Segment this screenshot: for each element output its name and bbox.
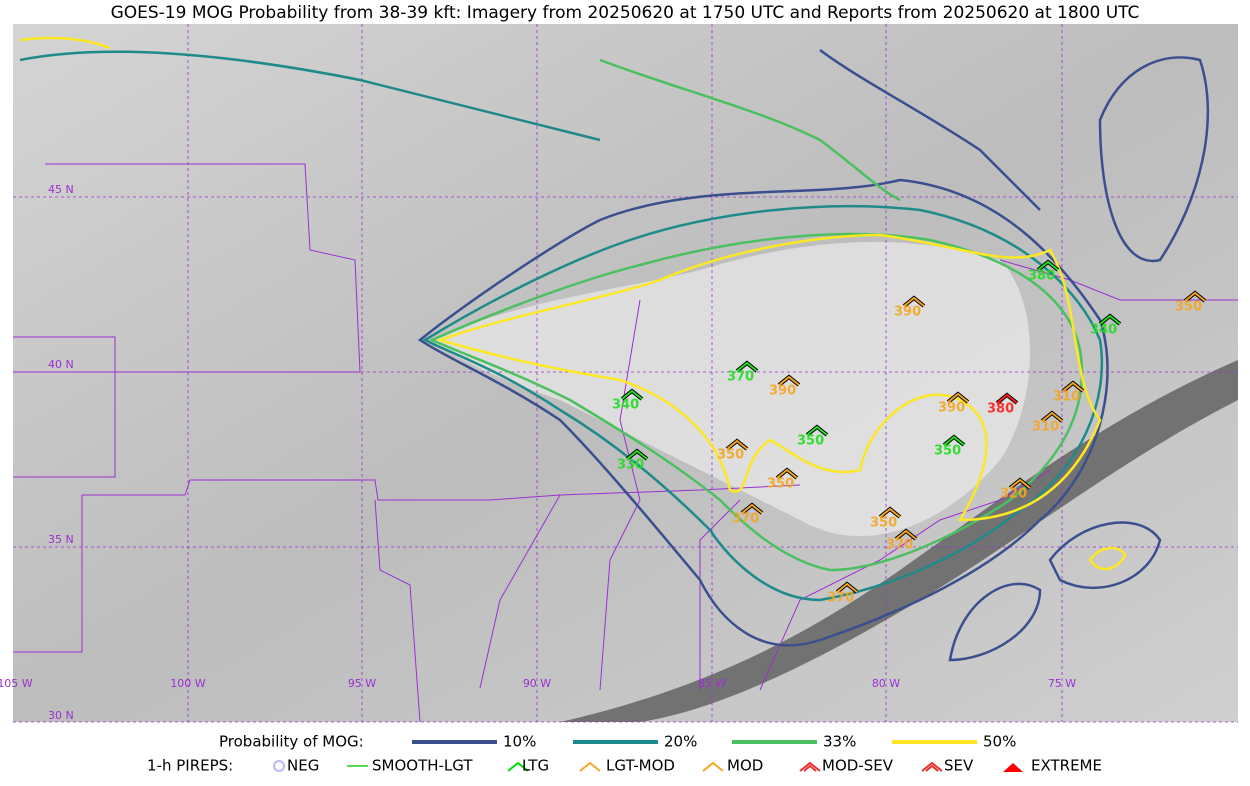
longitude-label: 75 W bbox=[1048, 677, 1076, 690]
contour-10 bbox=[417, 48, 1109, 647]
legend-label: MOD-SEV bbox=[822, 757, 894, 775]
legend-label: EXTREME bbox=[1031, 757, 1102, 775]
pirep-altitude: 350 bbox=[797, 434, 824, 449]
state-borders bbox=[13, 163, 1238, 723]
legend-label: LTG bbox=[522, 757, 549, 775]
contour-33 bbox=[428, 58, 1084, 572]
legend-label: MOD bbox=[727, 757, 763, 775]
legend-label: 33% bbox=[823, 733, 856, 751]
contour-50-east bbox=[1088, 546, 1127, 571]
pirep-icon bbox=[726, 439, 748, 450]
legend-icon bbox=[507, 761, 529, 772]
legend-label: LGT-MOD bbox=[606, 757, 675, 775]
pirep-icon bbox=[806, 425, 828, 436]
pirep-icon bbox=[736, 361, 758, 372]
pirep-icon bbox=[778, 375, 800, 386]
contour-10-east bbox=[948, 56, 1210, 662]
latitude-label: 45 N bbox=[48, 183, 74, 196]
pirep-altitude: 390 bbox=[769, 384, 796, 399]
map: 380 340 340 330 370 350 350 390 390 310 310 320 350 3… bbox=[13, 24, 1238, 723]
pirep-altitude: 390 bbox=[894, 305, 921, 320]
pirep-icon bbox=[776, 468, 798, 479]
legend-label: 10% bbox=[503, 733, 536, 751]
pirep-altitude: 370 bbox=[886, 538, 913, 553]
pirep-altitude: 390 bbox=[938, 401, 965, 416]
latitude-label: 40 N bbox=[48, 358, 74, 371]
pirep-altitude: 370 bbox=[827, 591, 854, 606]
pirep-icon bbox=[903, 296, 925, 307]
dark-band bbox=[560, 360, 1238, 722]
pirep-icon bbox=[895, 529, 917, 540]
legend-icon bbox=[1003, 763, 1023, 772]
pirep-icon bbox=[1062, 381, 1084, 392]
pirep-icon bbox=[741, 503, 763, 514]
latitude-label: 35 N bbox=[48, 533, 74, 546]
legend-title: 1-h PIREPS: bbox=[147, 757, 233, 775]
title: GOES-19 MOG Probability from 38-39 kft: … bbox=[111, 3, 1140, 23]
legend-icon bbox=[579, 761, 601, 772]
contour-50 bbox=[19, 36, 1102, 522]
pirep-icon bbox=[879, 507, 901, 518]
legend: Probability of MOG: 1-h PIREPS: 10% 20% 33… bbox=[147, 733, 1102, 775]
latitude-labels: 45 N 40 N 35 N 30 N bbox=[48, 183, 74, 722]
legend-label: SEV bbox=[944, 757, 974, 775]
contours bbox=[19, 36, 1210, 662]
pirep-altitude: 340 bbox=[1090, 323, 1117, 338]
latitude-label: 30 N bbox=[48, 709, 74, 722]
pirep-altitude: 380 bbox=[1028, 269, 1055, 284]
pirep-altitude: 350 bbox=[1175, 300, 1202, 315]
pirep-icon bbox=[996, 393, 1018, 404]
cloud-region bbox=[430, 241, 1030, 537]
pirep-altitude: 380 bbox=[987, 402, 1014, 417]
pirep-icon bbox=[943, 435, 965, 446]
legend-icon bbox=[702, 761, 724, 772]
pirep-altitude: 350 bbox=[717, 448, 744, 463]
legend-icon bbox=[921, 761, 943, 772]
legend-icon bbox=[799, 761, 821, 772]
pirep-altitude: 310 bbox=[1053, 390, 1080, 405]
pirep-icon bbox=[1037, 260, 1059, 271]
pirep-icon bbox=[1009, 478, 1031, 489]
legend-title: Probability of MOG: bbox=[219, 733, 364, 751]
pireps: 380 340 340 330 370 350 350 390 390 310 310 320 350 3… bbox=[612, 259, 1207, 606]
longitude-labels: 105 W 100 W 95 W 90 W 85 W 80 W 75 W bbox=[0, 677, 1076, 690]
pirep-icon bbox=[626, 449, 648, 460]
pirep-icon bbox=[1184, 291, 1206, 302]
pirep-icon bbox=[1099, 314, 1121, 325]
longitude-label: 85 W bbox=[698, 677, 726, 690]
longitude-label: 95 W bbox=[348, 677, 376, 690]
pirep-altitude: 350 bbox=[934, 444, 961, 459]
pirep-icon bbox=[621, 389, 643, 400]
pirep-altitude: 370 bbox=[732, 512, 759, 527]
pirep-icon bbox=[1041, 411, 1063, 422]
pirep-altitude: 310 bbox=[1032, 420, 1059, 435]
pirep-altitude: 320 bbox=[1000, 487, 1027, 502]
legend-label: SMOOTH-LGT bbox=[372, 757, 473, 775]
pirep-altitude: 350 bbox=[767, 477, 794, 492]
pirep-icon bbox=[947, 392, 969, 403]
legend-label: 50% bbox=[983, 733, 1016, 751]
pirep-altitude: 340 bbox=[612, 398, 639, 413]
pirep-altitude: 350 bbox=[870, 516, 897, 531]
legend-label: 20% bbox=[664, 733, 697, 751]
pirep-altitude: 330 bbox=[617, 458, 644, 473]
legend-icon bbox=[273, 760, 285, 772]
longitude-label: 100 W bbox=[170, 677, 205, 690]
pirep-icon bbox=[836, 582, 858, 593]
longitude-label: 105 W bbox=[0, 677, 33, 690]
pirep-altitude: 370 bbox=[727, 370, 754, 385]
longitude-label: 90 W bbox=[523, 677, 551, 690]
longitude-label: 80 W bbox=[872, 677, 900, 690]
legend-label: NEG bbox=[287, 757, 319, 775]
grid bbox=[13, 24, 1238, 723]
